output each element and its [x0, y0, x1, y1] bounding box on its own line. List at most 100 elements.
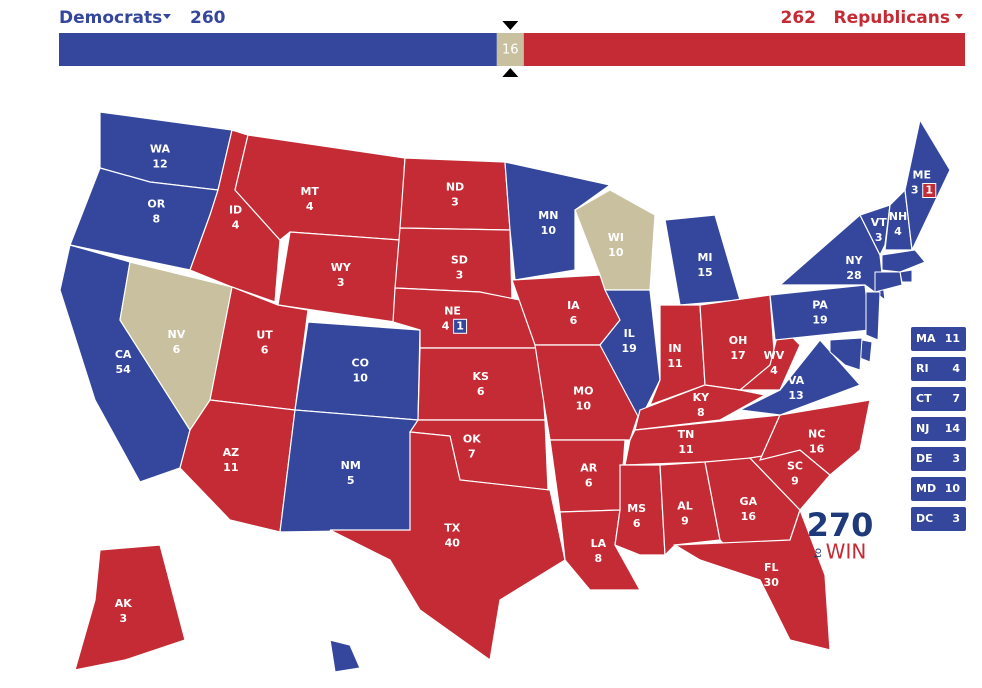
state-abbr: AR [580, 462, 598, 475]
small-state-abbr: DE [916, 452, 933, 465]
state-votes: 15 [697, 266, 712, 279]
dropdown-caret[interactable] [163, 14, 171, 19]
state-votes: 28 [846, 269, 861, 282]
state-votes: 6 [570, 314, 578, 327]
state-shape[interactable] [769, 284, 871, 341]
district-votes: 1 [925, 184, 933, 197]
state-shape[interactable] [659, 461, 721, 557]
state-shape[interactable] [74, 544, 186, 671]
state-abbr: MS [627, 502, 646, 515]
state-shape[interactable] [209, 286, 309, 411]
state-abbr: MT [300, 185, 319, 198]
small-state-votes: 3 [952, 512, 960, 525]
state-votes: 4 [306, 200, 314, 213]
state-abbr: CA [115, 348, 132, 361]
state-shape[interactable] [329, 639, 361, 673]
state-abbr: AL [677, 499, 693, 512]
state-votes: 16 [809, 443, 825, 456]
state-votes: 6 [477, 385, 485, 398]
state-shape[interactable] [399, 157, 511, 231]
state-votes: 8 [595, 552, 603, 565]
state-abbr: WY [331, 261, 352, 274]
state-abbr: AK [115, 597, 133, 610]
state-abbr: MN [538, 209, 558, 222]
state-abbr: TN [678, 428, 695, 441]
state-votes: 3 [911, 184, 919, 197]
small-state-button[interactable] [911, 507, 966, 531]
small-state-button[interactable] [911, 387, 966, 411]
state-votes: 10 [576, 399, 592, 412]
state-votes: 6 [633, 517, 641, 530]
small-state-button[interactable] [911, 447, 966, 471]
small-state-button[interactable] [911, 477, 966, 501]
state-votes: 11 [667, 357, 682, 370]
state-abbr: KS [473, 370, 490, 383]
state-votes: 17 [730, 349, 745, 362]
state-votes: 30 [764, 576, 780, 589]
state-abbr: WV [764, 349, 785, 362]
state-shape[interactable] [417, 347, 546, 421]
logo: 270 to WIN [807, 506, 874, 564]
state-abbr: WI [608, 231, 624, 244]
small-state-votes: 3 [952, 452, 960, 465]
small-state-votes: 7 [952, 392, 960, 405]
state-abbr: ID [229, 204, 242, 217]
logo-number: 270 [807, 506, 874, 544]
state-abbr: MO [573, 384, 593, 397]
state-abbr: AZ [223, 446, 240, 459]
small-state-abbr: MD [916, 482, 936, 495]
small-state-button[interactable] [911, 417, 966, 441]
state-abbr: ND [446, 181, 464, 194]
state-abbr: SD [451, 254, 468, 267]
state-abbr: FL [764, 561, 779, 574]
state-votes: 4 [894, 225, 902, 238]
small-state-button[interactable] [911, 357, 966, 381]
state-abbr: VT [871, 216, 888, 229]
state-shape[interactable] [672, 508, 831, 651]
tossup-bar [496, 33, 524, 66]
democrats-dropdown[interactable]: Democrats [59, 8, 162, 28]
state-votes: 8 [697, 406, 705, 419]
state-votes: 4 [770, 364, 778, 377]
state-abbr: WA [150, 142, 171, 155]
small-state-votes: 11 [945, 332, 960, 345]
state-abbr: OK [463, 432, 481, 445]
state-abbr: PA [812, 299, 828, 312]
democrat-votes: 260 [190, 8, 226, 28]
small-state-abbr: NJ [916, 422, 929, 435]
state-shape[interactable] [329, 431, 566, 662]
state-votes: 16 [741, 510, 757, 523]
state-votes: 11 [678, 443, 693, 456]
state-abbr: KY [693, 391, 711, 404]
small-state-votes: 4 [952, 362, 960, 375]
state-votes: 13 [788, 389, 803, 402]
state-abbr: MI [697, 251, 712, 264]
state-abbr: LA [591, 537, 607, 550]
small-state-abbr: DC [916, 512, 933, 525]
state-votes: 40 [445, 536, 461, 549]
district-votes: 1 [456, 319, 464, 332]
state-votes: 10 [608, 246, 624, 259]
small-state-button[interactable] [911, 327, 966, 351]
state-shape[interactable] [504, 161, 612, 281]
state-votes: 3 [875, 231, 883, 244]
state-votes: 10 [353, 372, 369, 385]
state-abbr: GA [740, 495, 758, 508]
state-votes: 11 [223, 461, 238, 474]
state-abbr: TX [444, 521, 461, 534]
state-abbr: NE [444, 304, 461, 317]
republicans-dropdown[interactable]: Republicans [834, 8, 951, 28]
republican-bar [523, 33, 965, 66]
state-votes: 3 [120, 612, 128, 625]
state-shape[interactable] [737, 339, 862, 416]
dropdown-caret[interactable] [955, 14, 963, 19]
small-state-abbr: RI [916, 362, 929, 375]
logo-to: to [813, 548, 824, 558]
state-abbr: IN [668, 342, 681, 355]
small-state-shapes [829, 249, 926, 371]
small-state-votes: 10 [945, 482, 961, 495]
state-votes: 3 [451, 196, 459, 209]
state-votes: 8 [153, 213, 161, 226]
